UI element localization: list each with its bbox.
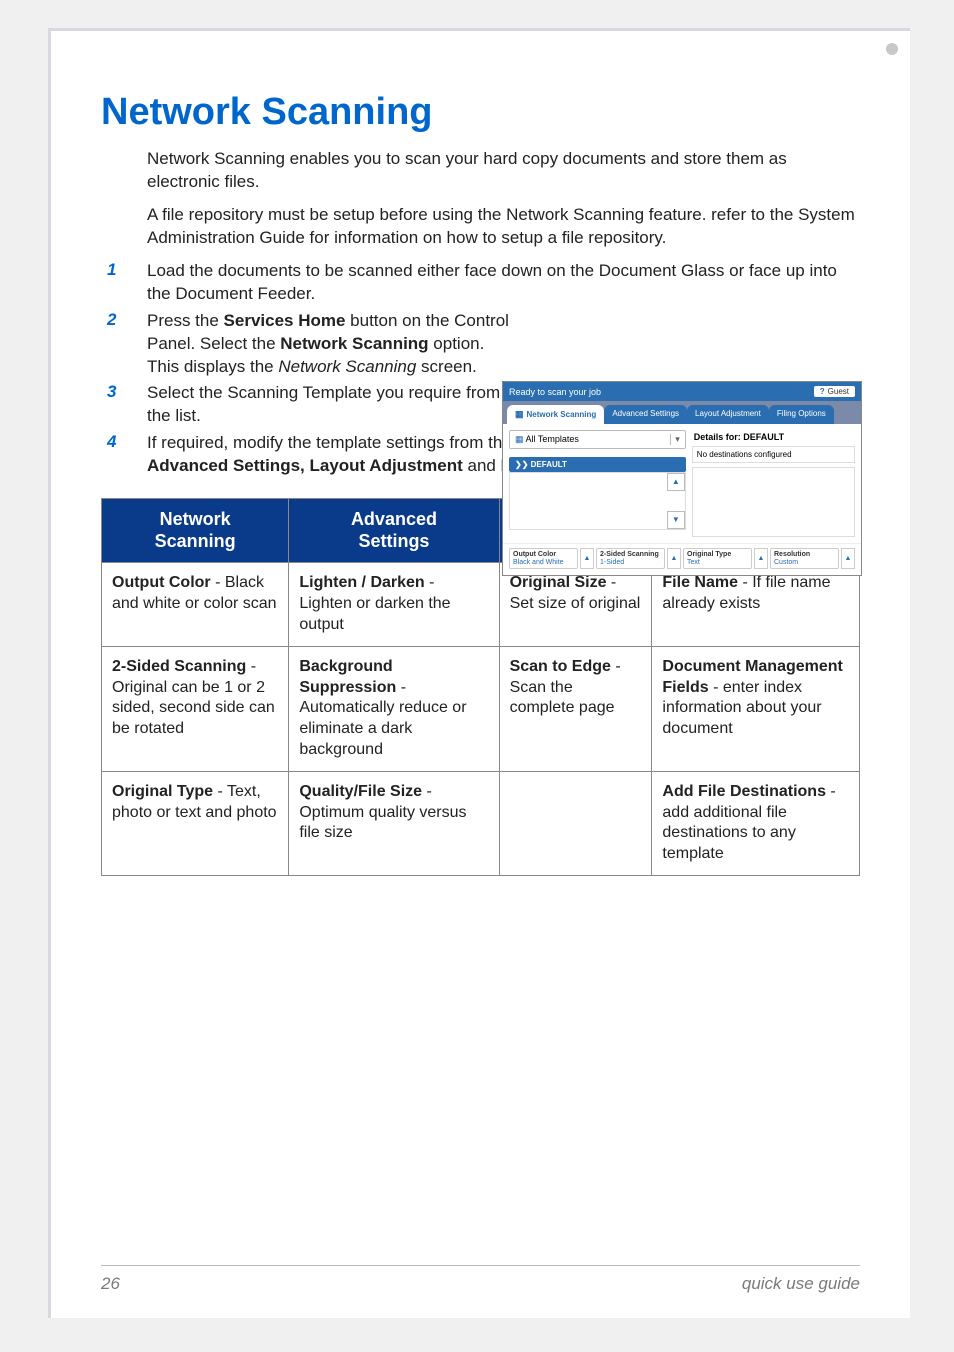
intro-para-1: Network Scanning enables you to scan you… [147, 148, 860, 194]
no-destinations-text: No destinations configured [692, 446, 855, 463]
details-header: Details for: DEFAULT [692, 430, 855, 446]
step-text: Load the documents to be scanned either … [147, 260, 860, 306]
step-number: 4 [101, 432, 147, 478]
option-scroll[interactable]: ▲ [841, 548, 855, 569]
option-original-type[interactable]: Original TypeText [683, 548, 752, 569]
step-number: 3 [101, 382, 147, 428]
destinations-list [692, 467, 855, 537]
table-header: NetworkScanning [102, 499, 289, 563]
dropdown-icon: ▾ [670, 434, 680, 445]
intro-para-2: A file repository must be setup before u… [147, 204, 860, 250]
all-templates-dropdown[interactable]: ▦ All Templates ▾ [509, 430, 686, 449]
tab-network-scanning[interactable]: ▦Network Scanning [507, 405, 604, 424]
table-cell: Scan to Edge - Scan the complete page [499, 646, 652, 771]
intro-block: Network Scanning enables you to scan you… [147, 148, 860, 250]
option-scroll[interactable]: ▲ [580, 548, 594, 569]
page-footer: 26 quick use guide [101, 1265, 860, 1294]
step-text: Press the Services Home button on the Co… [147, 310, 517, 379]
scroll-up-button[interactable]: ▲ [667, 473, 685, 491]
screenshot-tabs: ▦Network Scanning Advanced Settings Layo… [503, 401, 861, 424]
guest-badge: ?Guest [814, 386, 855, 397]
option-resolution[interactable]: ResolutionCustom [770, 548, 839, 569]
option-scroll[interactable]: ▲ [667, 548, 681, 569]
table-row: Original Type - Text, photo or text and … [102, 771, 860, 875]
table-cell: Quality/File Size - Optimum quality vers… [289, 771, 499, 875]
table-cell: Add File Destinations - add additional f… [652, 771, 860, 875]
scroll-down-button[interactable]: ▼ [667, 511, 685, 529]
page-title: Network Scanning [101, 91, 860, 134]
table-cell: Document Management Fields - enter index… [652, 646, 860, 771]
option-output-color[interactable]: Output ColorBlack and White [509, 548, 578, 569]
table-row: 2-Sided Scanning - Original can be 1 or … [102, 646, 860, 771]
table-cell [499, 771, 652, 875]
page-number: 26 [101, 1274, 120, 1294]
table-cell: Original Type - Text, photo or text and … [102, 771, 289, 875]
table-cell: Output Color - Black and white or color … [102, 563, 289, 646]
tab-advanced-settings[interactable]: Advanced Settings [604, 405, 687, 424]
tab-filing-options[interactable]: Filing Options [769, 405, 834, 424]
status-ready: Ready to scan your job [509, 387, 601, 397]
footer-label: quick use guide [742, 1274, 860, 1294]
table-cell: Lighten / Darken - Lighten or darken the… [289, 563, 499, 646]
step-number: 1 [101, 260, 147, 306]
tab-layout-adjustment[interactable]: Layout Adjustment [687, 405, 769, 424]
step: 2Press the Services Home button on the C… [101, 310, 860, 379]
page-corner-dot [886, 43, 898, 55]
step-number: 2 [101, 310, 147, 379]
template-default[interactable]: ❯❯ DEFAULT [509, 457, 686, 472]
template-list: ▲ ▼ [509, 472, 686, 530]
step: 1Load the documents to be scanned either… [101, 260, 860, 306]
option-2-sided-scanning[interactable]: 2-Sided Scanning1-Sided [596, 548, 665, 569]
table-cell: Background Suppression - Automatically r… [289, 646, 499, 771]
network-scanning-screenshot: Ready to scan your job ?Guest ▦Network S… [502, 381, 862, 576]
table-cell: 2-Sided Scanning - Original can be 1 or … [102, 646, 289, 771]
option-scroll[interactable]: ▲ [754, 548, 768, 569]
step-text: Select the Scanning Template you require… [147, 382, 517, 428]
table-header: AdvancedSettings [289, 499, 499, 563]
